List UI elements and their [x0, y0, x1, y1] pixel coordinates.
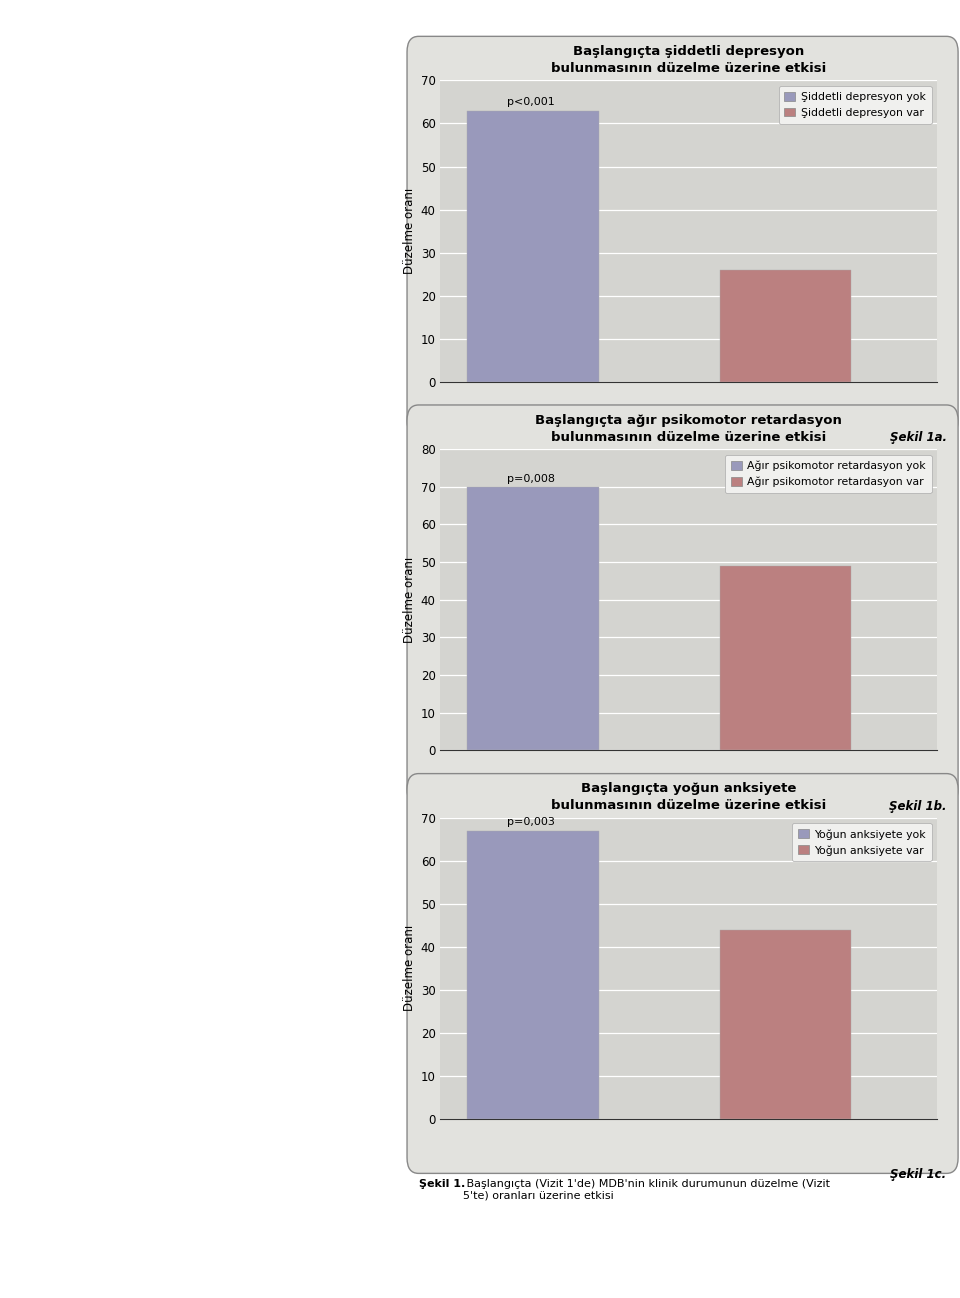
Bar	[468, 110, 599, 382]
Y-axis label: Düzelme oranı: Düzelme oranı	[403, 925, 417, 1011]
Legend: Yoğun anksiyete yok, Yoğun anksiyete var: Yoğun anksiyete yok, Yoğun anksiyete var	[792, 823, 931, 862]
Bar	[468, 831, 599, 1119]
Text: Başlangıçta (Vizit 1'de) MDB'nin klinik durumunun düzelme (Vizit
5'te) oranları : Başlangıçta (Vizit 1'de) MDB'nin klinik …	[463, 1179, 829, 1201]
Bar	[720, 929, 852, 1119]
Bar	[720, 566, 852, 750]
Y-axis label: Düzelme oranı: Düzelme oranı	[403, 188, 417, 274]
Text: Şekil 1c.: Şekil 1c.	[891, 1168, 947, 1181]
Title: Başlangıçta ağır psikomotor retardasyon
bulunmasının düzelme üzerine etkisi: Başlangıçta ağır psikomotor retardasyon …	[535, 414, 842, 444]
Title: Başlangıçta yoğun anksiyete
bulunmasının düzelme üzerine etkisi: Başlangıçta yoğun anksiyete bulunmasının…	[551, 783, 826, 813]
Title: Başlangıçta şiddetli depresyon
bulunmasının düzelme üzerine etkisi: Başlangıçta şiddetli depresyon bulunması…	[551, 45, 826, 75]
Y-axis label: Düzelme oranı: Düzelme oranı	[403, 557, 417, 643]
Text: Şekil 1.: Şekil 1.	[419, 1179, 465, 1189]
Text: p=0,008: p=0,008	[507, 474, 555, 484]
Text: Şekil 1b.: Şekil 1b.	[889, 800, 947, 813]
Text: p<0,001: p<0,001	[507, 97, 555, 108]
Legend: Şiddetli depresyon yok, Şiddetli depresyon var: Şiddetli depresyon yok, Şiddetli depresy…	[779, 86, 931, 123]
Bar	[468, 487, 599, 750]
Text: Şekil 1a.: Şekil 1a.	[890, 431, 947, 444]
Text: p=0,003: p=0,003	[507, 818, 555, 827]
Legend: Ağır psikomotor retardasyon yok, Ağır psikomotor retardasyon var: Ağır psikomotor retardasyon yok, Ağır ps…	[725, 454, 931, 493]
Bar	[720, 270, 852, 382]
